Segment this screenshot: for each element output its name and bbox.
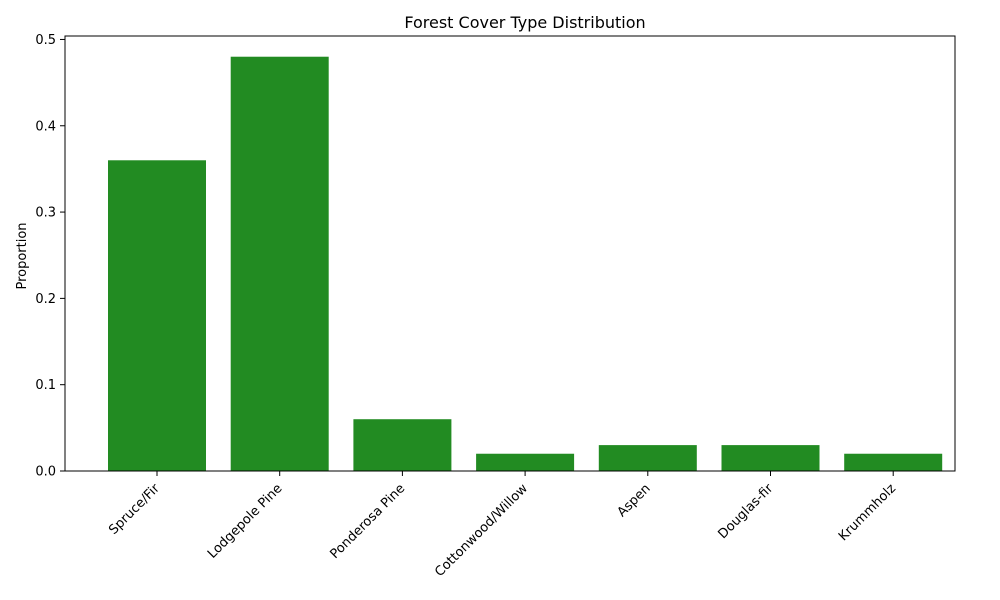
y-tick-label: 0.1 — [35, 378, 56, 393]
y-tick-label: 0.0 — [35, 465, 56, 480]
bar-aspen — [598, 445, 697, 471]
chart-title: Forest Cover Type Distribution — [404, 13, 645, 32]
bar-spruce-fir — [108, 160, 206, 472]
y-axis-label: Proportion — [15, 222, 30, 289]
y-tick-label: 0.5 — [35, 33, 56, 48]
x-tick-label: Douglas-fir — [715, 481, 776, 542]
bar-douglas-fir — [721, 445, 820, 471]
bar-krummholz — [844, 453, 943, 471]
y-tick-label: 0.2 — [35, 292, 56, 307]
plot-area: 0.0 0.1 0.2 0.3 0.4 0.5 Spruce/Fir Lodgepole Pi… — [35, 33, 956, 580]
y-tick-label: 0.4 — [35, 119, 56, 134]
axes-frame — [64, 35, 956, 472]
y-tick-label: 0.3 — [35, 206, 56, 221]
bar-cottonwood-willow — [476, 453, 575, 471]
x-tick-label: Cottonwood/Willow — [432, 481, 531, 580]
x-tick-label: Ponderosa Pine — [328, 481, 409, 562]
bar-lodgepole-pine — [230, 56, 329, 471]
x-tick-label: Spruce/Fir — [106, 481, 163, 538]
bar-ponderosa-pine — [353, 419, 452, 471]
x-tick-label: Krummholz — [836, 481, 899, 544]
x-tick-label: Aspen — [615, 481, 654, 520]
x-tick-label: Lodgepole Pine — [205, 481, 285, 561]
